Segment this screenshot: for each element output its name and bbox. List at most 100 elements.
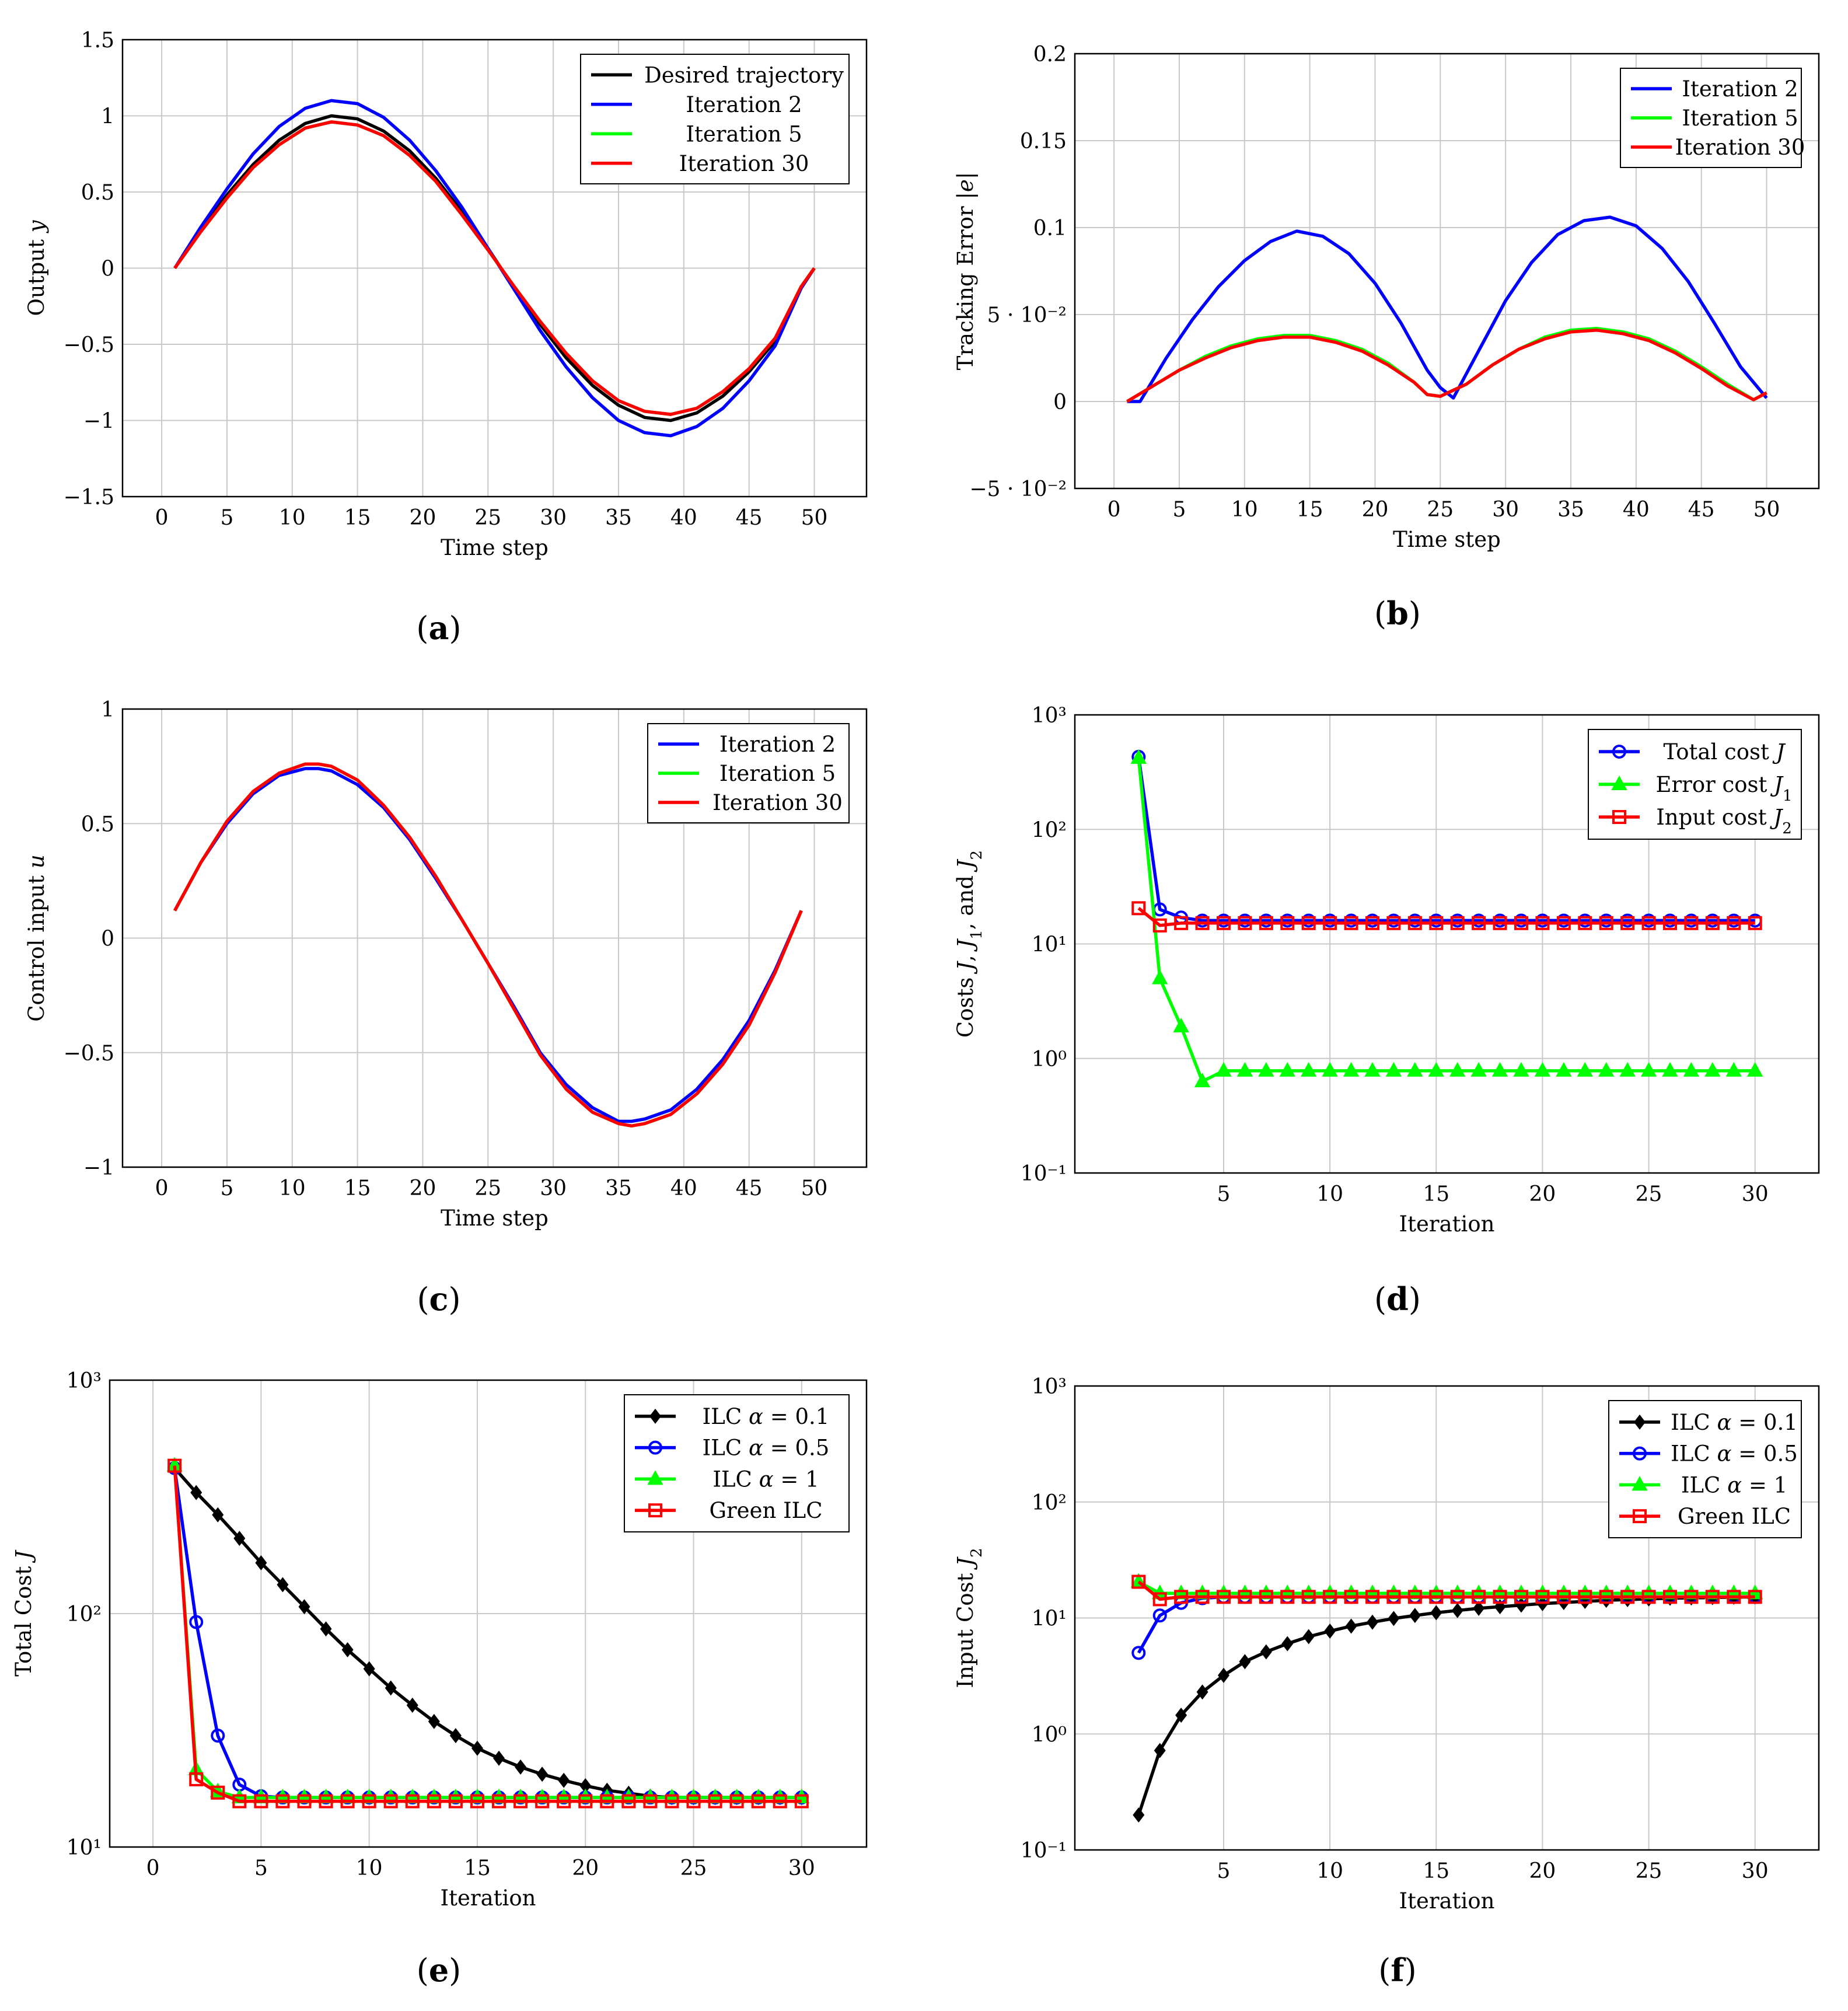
data-point xyxy=(1684,916,1699,930)
data-point xyxy=(1472,1590,1486,1604)
x-tick-label: 50 xyxy=(801,506,828,530)
data-point xyxy=(1195,916,1210,930)
x-tick-label: 20 xyxy=(410,1176,436,1200)
x-tick-label: 0 xyxy=(1108,498,1121,522)
x-axis-label: Iteration xyxy=(441,1886,536,1911)
y-tick-label: 0.15 xyxy=(1020,130,1067,153)
legend-entry: ILC α = 1 xyxy=(635,1467,819,1492)
y-axis-label: Input Cost J2 xyxy=(953,1548,986,1688)
legend-marker xyxy=(1612,745,1626,759)
legend-entry: ILC α = 0.5 xyxy=(635,1436,829,1461)
data-point xyxy=(448,1794,463,1808)
caption-b: (b) xyxy=(1374,595,1421,632)
legend-label: Desired trajectory xyxy=(644,62,844,88)
data-point xyxy=(1407,1590,1422,1604)
data-point xyxy=(1301,1062,1317,1077)
y-tick-label: 10⁻¹ xyxy=(1021,1839,1067,1863)
data-point xyxy=(1365,1590,1379,1604)
legend-marker xyxy=(649,1408,661,1424)
legend-marker xyxy=(1633,1509,1647,1524)
legend-label: ILC α = 0.1 xyxy=(1671,1410,1798,1435)
data-point xyxy=(385,1680,397,1696)
data-point xyxy=(1449,1062,1466,1077)
data-point xyxy=(1641,916,1656,930)
data-point xyxy=(1217,916,1231,930)
data-point xyxy=(1323,1590,1337,1604)
data-point xyxy=(1215,1062,1232,1077)
legend-marker xyxy=(1611,775,1627,790)
x-tick-label: 30 xyxy=(540,506,567,530)
data-point xyxy=(189,1772,204,1786)
data-point xyxy=(1259,916,1273,930)
data-point xyxy=(298,1599,310,1615)
data-point xyxy=(1705,916,1720,930)
data-point xyxy=(1470,1062,1487,1077)
axes-frame xyxy=(1074,1385,1820,1851)
data-point xyxy=(708,1794,722,1808)
y-tick-label: 0.5 xyxy=(81,812,114,836)
data-point xyxy=(1322,1062,1338,1077)
data-point xyxy=(1684,1590,1699,1604)
series-iteration-30 xyxy=(173,762,803,1128)
data-point xyxy=(1663,1590,1677,1604)
series-iteration-30 xyxy=(173,120,816,416)
data-point xyxy=(320,1621,332,1637)
legend-label: Iteration 5 xyxy=(686,121,802,146)
data-point xyxy=(1239,1654,1251,1670)
series-green-ilc xyxy=(167,1458,809,1808)
x-tick-label: 30 xyxy=(1742,1859,1769,1883)
data-point xyxy=(1577,1062,1593,1077)
x-tick-label: 35 xyxy=(605,1176,632,1200)
data-point xyxy=(1280,916,1295,930)
series-iteration-30 xyxy=(1126,329,1767,403)
data-point xyxy=(1725,1062,1742,1077)
legend-label: ILC α = 1 xyxy=(1681,1472,1787,1497)
data-point xyxy=(1388,1611,1400,1626)
x-tick-label: 15 xyxy=(464,1856,491,1880)
x-tick-label: 5 xyxy=(1217,1859,1231,1883)
y-tick-label: 0.5 xyxy=(81,181,114,205)
y-tick-label: 0 xyxy=(1053,390,1067,414)
data-point xyxy=(1130,749,1147,764)
data-point xyxy=(1473,1601,1485,1617)
data-point xyxy=(211,1785,225,1800)
legend-entry: Iteration 2 xyxy=(591,92,802,117)
data-point xyxy=(1324,1624,1336,1639)
data-point xyxy=(1747,1062,1763,1077)
data-point xyxy=(1450,1590,1465,1604)
x-tick-label: 5 xyxy=(254,1856,268,1880)
series-error-cost-j1 xyxy=(1130,749,1763,1088)
y-tick-label: −1.5 xyxy=(64,486,114,509)
x-tick-label: 0 xyxy=(155,1176,169,1200)
series-input-cost-j2 xyxy=(1131,901,1762,933)
data-point xyxy=(1598,1062,1615,1077)
data-point xyxy=(1599,1590,1613,1604)
data-point xyxy=(1599,916,1613,930)
series-line xyxy=(1126,329,1767,403)
data-point xyxy=(275,1794,290,1808)
y-tick-label: 0 xyxy=(101,927,114,951)
data-point xyxy=(190,1485,202,1500)
legend-label: Iteration 2 xyxy=(686,92,802,117)
data-point xyxy=(1218,1667,1229,1683)
data-point xyxy=(1281,1636,1294,1652)
legend-entry: Iteration 5 xyxy=(658,761,836,786)
series-line xyxy=(1137,1595,1755,1654)
y-tick-label: 0 xyxy=(101,257,114,281)
y-tick-label: 10³ xyxy=(67,1369,102,1393)
data-point xyxy=(1450,916,1465,930)
x-tick-label: 35 xyxy=(605,506,632,530)
data-point xyxy=(1386,916,1401,930)
data-point xyxy=(1407,1062,1423,1077)
data-point xyxy=(1748,916,1762,930)
series-line xyxy=(1137,756,1755,923)
x-tick-label: 15 xyxy=(1297,498,1323,522)
legend-label: Green ILC xyxy=(1678,1504,1791,1529)
data-point xyxy=(1323,916,1337,930)
y-tick-label: −1 xyxy=(83,410,114,434)
data-point xyxy=(1472,916,1486,930)
data-point xyxy=(579,1778,592,1794)
data-point xyxy=(211,1729,225,1743)
y-tick-label: 10² xyxy=(1032,818,1067,842)
data-point xyxy=(1279,1062,1295,1077)
